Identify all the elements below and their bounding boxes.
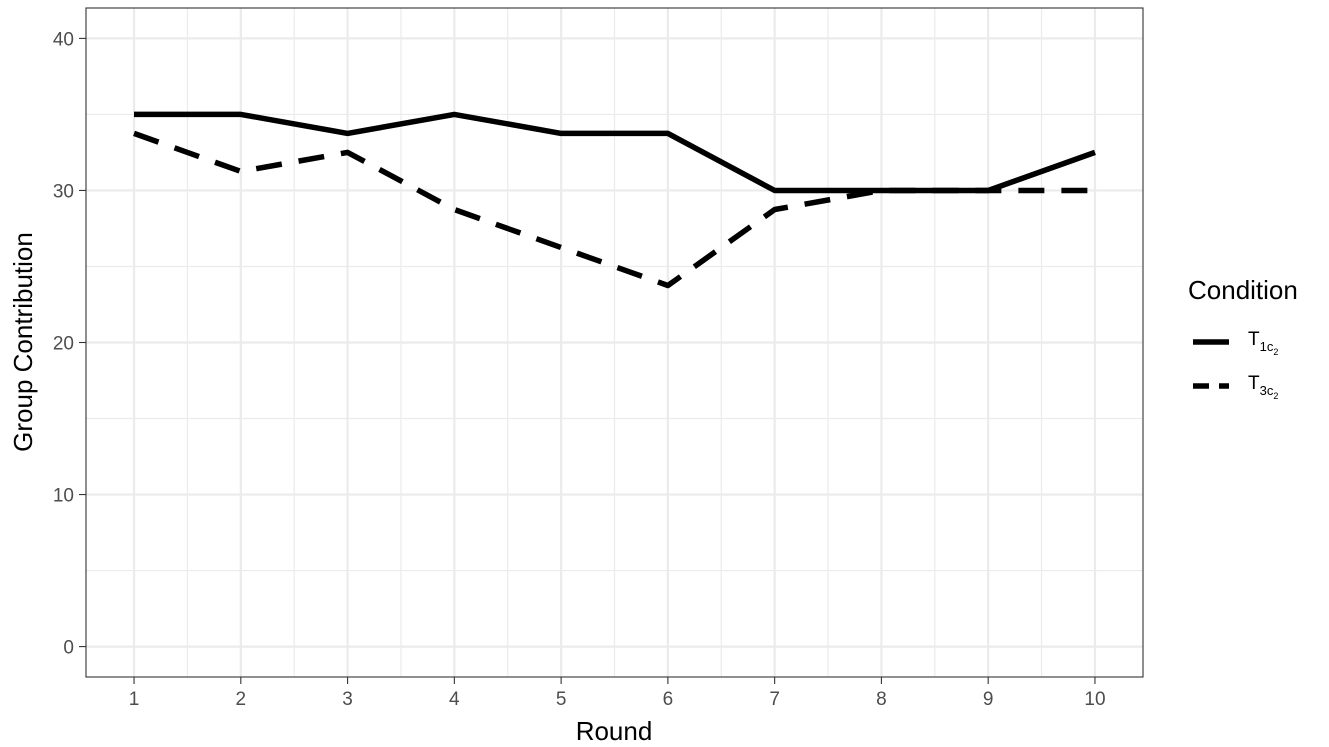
legend-title: Condition [1188,275,1298,305]
x-tick-label: 5 [556,689,567,710]
y-axis-tick-labels: 0 10 20 30 40 [53,29,74,658]
y-axis-title: Group Contribution [8,232,38,452]
major-gridlines [86,8,1143,677]
axis-ticks [79,37,1096,684]
x-tick-label: 7 [769,689,780,710]
legend-label-1: T1c2 [1248,329,1278,357]
x-tick-label: 10 [1084,689,1105,710]
x-tick-label: 8 [876,689,887,710]
legend-label-2-subsub: 2 [1273,391,1278,401]
y-tick-label: 0 [63,638,74,659]
legend-entry-1: T1c2 [1193,329,1278,357]
series-line-dashed [133,130,1095,289]
x-tick-label: 4 [449,689,460,710]
series-lines [133,111,1096,289]
x-axis-title: Round [576,716,653,746]
legend-label-2-base: T [1248,373,1260,394]
y-tick-label: 20 [53,334,74,355]
legend-label-2-sub: 3c [1260,383,1274,398]
legend-label-1-sub: 1c [1260,339,1274,354]
x-tick-label: 3 [342,689,353,710]
x-tick-label: 6 [663,689,674,710]
y-tick-label: 10 [53,486,74,507]
legend-label-1-subsub: 2 [1273,347,1278,357]
x-axis-tick-labels: 1 2 3 4 5 6 7 8 9 10 [129,689,1106,710]
legend: Condition T1c2 T3c2 [1188,275,1298,401]
legend-label-1-base: T [1248,329,1260,350]
legend-entry-2: T3c2 [1193,373,1278,401]
x-tick-label: 2 [236,689,247,710]
x-tick-label: 9 [983,689,994,710]
y-tick-label: 30 [53,181,74,202]
y-tick-label: 40 [53,29,74,50]
legend-label-2: T3c2 [1248,373,1278,401]
x-tick-label: 1 [129,689,140,710]
